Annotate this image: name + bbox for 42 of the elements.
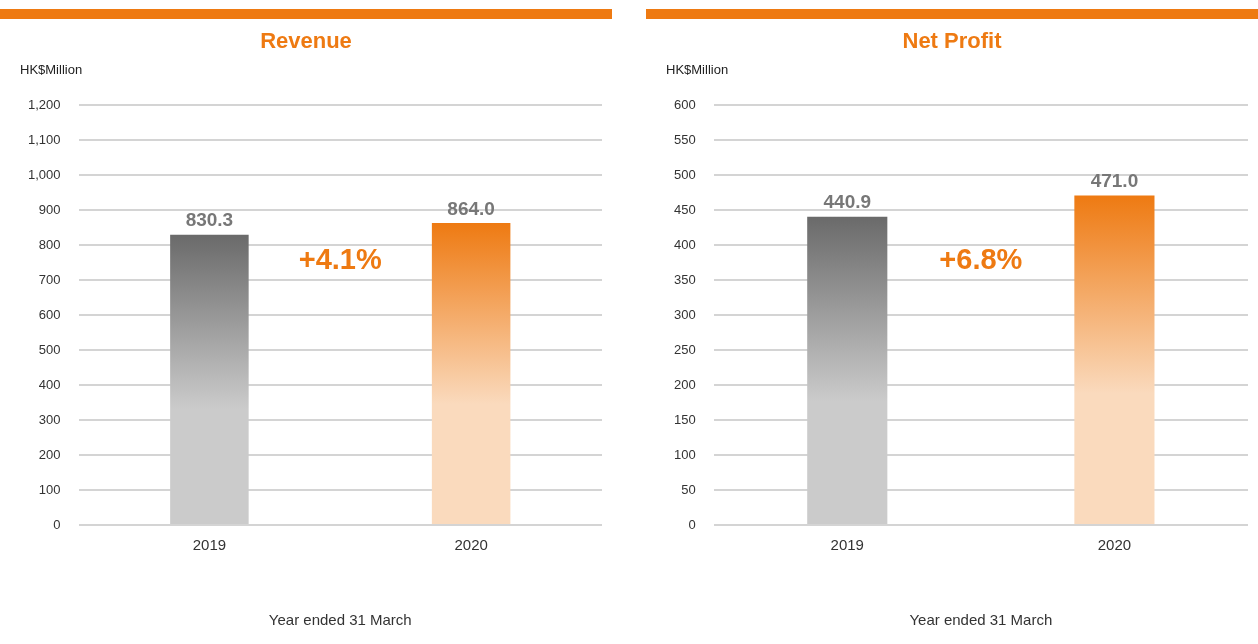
chart-title: Revenue (260, 28, 352, 54)
y-tick-label: 300 (673, 306, 696, 322)
y-tick-label: 600 (38, 306, 61, 322)
y-tick-label: 700 (38, 271, 61, 287)
y-tick-label: 350 (673, 271, 696, 287)
y-tick-label: 800 (38, 236, 61, 252)
y-tick-label: 200 (38, 446, 61, 462)
y-tick-label: 50 (681, 481, 696, 497)
chart-title: Net Profit (902, 28, 1003, 54)
annotation: +6.8% (939, 242, 1023, 275)
y-axis-title: HK$Million (666, 62, 729, 78)
y-tick-label: 100 (673, 446, 696, 462)
x-tick-label: 2020 (454, 536, 488, 554)
y-tick-label: 900 (38, 201, 61, 217)
y-tick-label: 500 (38, 341, 61, 357)
y-tick-label: 250 (673, 341, 696, 357)
y-tick-label: 0 (53, 516, 61, 532)
y-tick-label: 0 (688, 516, 696, 532)
y-tick-label: 450 (673, 201, 696, 217)
y-tick-label: 150 (673, 411, 696, 427)
y-tick-label: 1,100 (27, 131, 61, 147)
y-tick-label: 200 (673, 376, 696, 392)
x-axis-title: Year ended 31 March (909, 611, 1053, 629)
y-tick-label: 1,000 (27, 166, 61, 182)
annotation: +4.1% (298, 242, 382, 275)
data-label: 440.9 (823, 191, 872, 213)
data-label: 864.0 (447, 197, 495, 219)
y-tick-label: 300 (38, 411, 61, 427)
y-tick-label: 600 (673, 96, 696, 112)
y-tick-label: 550 (673, 131, 696, 147)
x-tick-label: 2019 (192, 536, 227, 554)
y-tick-label: 1,200 (27, 96, 61, 112)
y-tick-label: 400 (38, 376, 61, 392)
data-label: 471.0 (1090, 170, 1139, 192)
x-tick-label: 2019 (830, 536, 864, 554)
y-tick-label: 400 (673, 236, 696, 252)
x-tick-label: 2020 (1097, 536, 1132, 554)
y-axis-title: HK$Million (20, 62, 83, 78)
y-tick-label: 500 (673, 166, 696, 182)
y-tick-label: 100 (38, 481, 61, 497)
x-axis-title: Year ended 31 March (268, 611, 412, 629)
data-label: 830.3 (185, 209, 234, 231)
